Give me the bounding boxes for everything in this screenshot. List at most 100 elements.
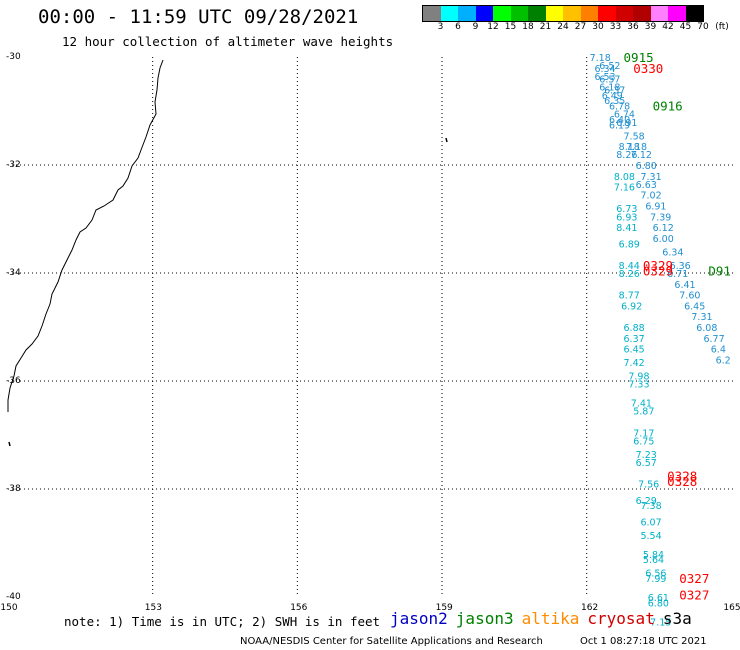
colorbar-label: 18: [522, 22, 534, 32]
colorbar-swatch: [493, 6, 511, 21]
wave-height-obs: 6.2: [716, 355, 731, 366]
wave-height-obs: 8.44: [619, 261, 640, 272]
wave-height-obs: 6.40: [609, 115, 630, 126]
colorbar-label: 9: [472, 22, 479, 32]
latitude-label: -38: [6, 484, 21, 494]
map-title: 00:00 - 11:59 UTC 09/28/2021: [38, 6, 359, 28]
legend-altika: altika: [521, 609, 580, 628]
wave-height-obs: 6.07: [640, 517, 661, 528]
colorbar-label: 12: [487, 22, 499, 32]
wave-height-obs: 6.63: [636, 180, 657, 191]
wave-height-obs: 6.57: [599, 75, 620, 86]
colorbar-label: 33: [609, 22, 622, 32]
colorbar-swatch: [598, 6, 616, 21]
wave-height-obs: 8.77: [619, 291, 640, 302]
legend-jason3: jason3: [455, 609, 514, 628]
colorbar-label: 70: [697, 22, 709, 32]
wave-height-obs: 6.78: [609, 102, 630, 113]
wave-height-obs: 7.18: [590, 53, 611, 64]
wave-height-obs: 6.08: [696, 323, 717, 334]
colorbar-swatch: [668, 6, 686, 21]
colorbar-swatch: [650, 6, 668, 21]
colorbar-swatch: [563, 6, 581, 21]
island-mark: [445, 137, 448, 143]
colorbar-swatch: [685, 6, 703, 21]
colorbar-label: 15: [504, 22, 517, 32]
wave-height-obs: 6.71: [667, 269, 688, 280]
wave-height-obs: 6.80: [648, 598, 669, 609]
longitude-label: 162: [581, 603, 599, 613]
wave-height-colorbar: [422, 5, 704, 22]
wave-height-obs: 6.61: [648, 593, 669, 604]
wave-height-obs: 6.41: [674, 280, 695, 291]
wave-height-obs: 6.57: [636, 458, 657, 469]
wave-height-obs: 6.37: [624, 334, 645, 345]
colorbar-swatch: [580, 6, 598, 21]
colorbar-unit: (ft): [715, 22, 729, 32]
wave-height-obs: 6.37: [604, 85, 625, 96]
colorbar-label: 30: [592, 22, 604, 32]
wave-height-obs: 6.52: [599, 61, 620, 72]
wave-height-obs: 6.18: [599, 83, 620, 94]
wave-height-obs: 7.15: [650, 617, 671, 628]
wave-height-obs: 7.41: [631, 399, 652, 410]
wave-height-obs: 7.39: [650, 212, 671, 223]
legend-cryosat: cryosat: [587, 609, 655, 628]
wave-height-obs: 8.26: [619, 269, 640, 280]
wave-height-obs: 6.35: [604, 96, 625, 107]
pass-time-label: 0327: [679, 587, 709, 602]
wave-height-obs: 7.98: [628, 372, 649, 383]
longitude-label: 156: [290, 603, 308, 613]
colorbar-label: 39: [644, 22, 657, 32]
island-mark: [8, 441, 11, 447]
source-credit: NOAA/NESDIS Center for Satellite Applica…: [240, 636, 543, 647]
colorbar-swatch: [423, 6, 441, 21]
wave-height-obs: 5.87: [633, 407, 654, 418]
colorbar-label: 24: [557, 22, 569, 32]
wave-height-obs: 5.64: [643, 555, 664, 566]
wave-height-obs: 7.02: [640, 191, 661, 202]
pass-time-label: 0328: [667, 469, 697, 484]
wave-height-obs: 6.89: [619, 239, 640, 250]
wave-height-obs: 7.42: [624, 358, 645, 369]
wave-height-obs: 5.54: [640, 531, 661, 542]
wave-height-obs: 8.18: [619, 142, 640, 153]
wave-height-obs: 8.41: [616, 223, 637, 234]
wave-height-obs: 7.31: [640, 172, 661, 183]
pass-time-label: 0328: [667, 474, 697, 489]
wave-height-obs: 7.18: [626, 142, 647, 153]
wave-height-obs: 6.74: [614, 110, 635, 121]
wave-height-obs: 6.75: [633, 436, 654, 447]
pass-time-label: 0329: [643, 258, 673, 273]
longitude-label: 159: [435, 603, 453, 613]
wave-height-obs: 7.58: [624, 131, 645, 142]
pass-time-label: 0327: [679, 571, 709, 586]
generated-timestamp: Oct 1 08:27:18 UTC 2021: [580, 636, 707, 647]
satellite-legend: jason2 jason3 altika cryosat s3a: [390, 609, 700, 628]
wave-height-obs: 6.12: [653, 223, 674, 234]
wave-height-obs: 6.4: [711, 345, 726, 356]
colorbar-swatch: [633, 6, 651, 21]
wave-height-obs: 6.91: [616, 118, 637, 129]
colorbar-label: 6: [455, 22, 461, 32]
wave-height-obs: 6.80: [636, 161, 657, 172]
wave-height-obs: 6.49: [602, 91, 623, 102]
latitude-label: -36: [6, 376, 21, 386]
wave-height-obs: 6.56: [645, 569, 666, 580]
wave-height-obs: 6.19: [609, 121, 630, 132]
wave-height-obs: 6.00: [653, 234, 674, 245]
colorbar-swatch: [458, 6, 476, 21]
colorbar-swatch: [615, 6, 633, 21]
legend-s3a: s3a: [662, 609, 692, 628]
wave-height-obs: 6.88: [624, 323, 645, 334]
colorbar-label: 36: [627, 22, 639, 32]
colorbar-label: 21: [539, 22, 552, 32]
wave-height-obs: 7.17: [633, 428, 654, 439]
colorbar-label: 3: [437, 22, 444, 32]
wave-height-obs: 6.34: [662, 247, 683, 258]
pass-time-label: 0916: [653, 99, 683, 114]
wave-height-obs: 6.93: [616, 212, 637, 223]
wave-height-obs: 6.34: [594, 64, 615, 75]
wave-height-obs: 7.99: [645, 574, 666, 585]
